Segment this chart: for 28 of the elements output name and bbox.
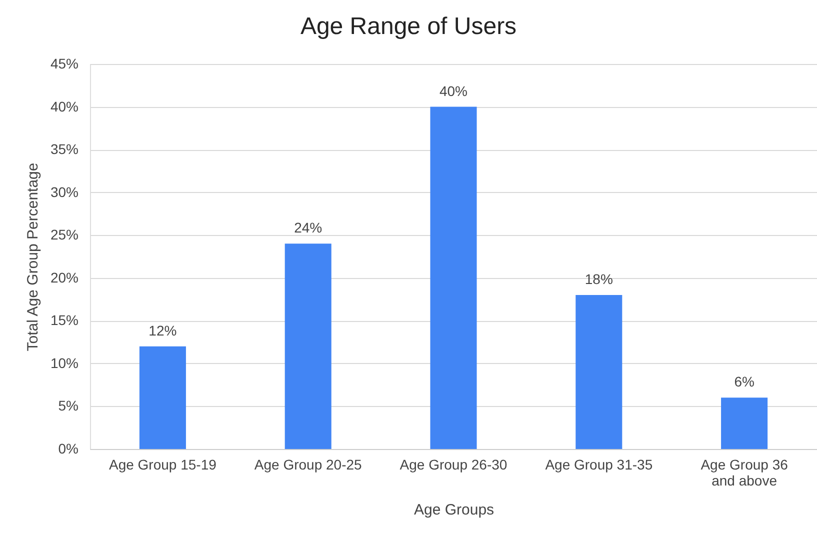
y-tick-label: 0% — [58, 440, 78, 456]
data-label: 40% — [439, 82, 468, 99]
bar — [721, 398, 768, 449]
x-axis-title: Age Groups — [414, 502, 494, 518]
x-tick-label: Age Group 26-30 — [400, 456, 508, 472]
data-label: 18% — [584, 271, 613, 287]
bar — [576, 295, 622, 449]
data-label: 6% — [734, 374, 754, 390]
y-tick-label: 5% — [58, 398, 78, 414]
x-tick-label: Age Group 31-35 — [545, 456, 653, 472]
y-tick-label: 20% — [50, 269, 78, 286]
y-tick-label: 35% — [50, 141, 78, 158]
bar — [430, 106, 477, 449]
y-tick-label: 30% — [50, 184, 78, 200]
y-tick-label: 15% — [50, 312, 78, 328]
bar — [284, 244, 332, 449]
y-axis-title: Total Age Group Percentage — [24, 162, 42, 352]
x-tick-label: Age Group 15-19 — [108, 456, 217, 472]
data-label: 24% — [294, 220, 322, 236]
y-tick-label: 45% — [50, 56, 78, 72]
data-label: 12% — [148, 322, 177, 338]
y-tick-label: 40% — [50, 98, 78, 114]
chart-title: Age Range of Users — [300, 13, 517, 40]
x-tick-label: Age Group 36 and above — [700, 456, 788, 488]
x-tick-label: Age Group 20-25 — [254, 456, 362, 472]
y-tick-label: 25% — [50, 226, 78, 243]
y-tick-label: 10% — [50, 354, 78, 371]
bar — [139, 346, 186, 449]
